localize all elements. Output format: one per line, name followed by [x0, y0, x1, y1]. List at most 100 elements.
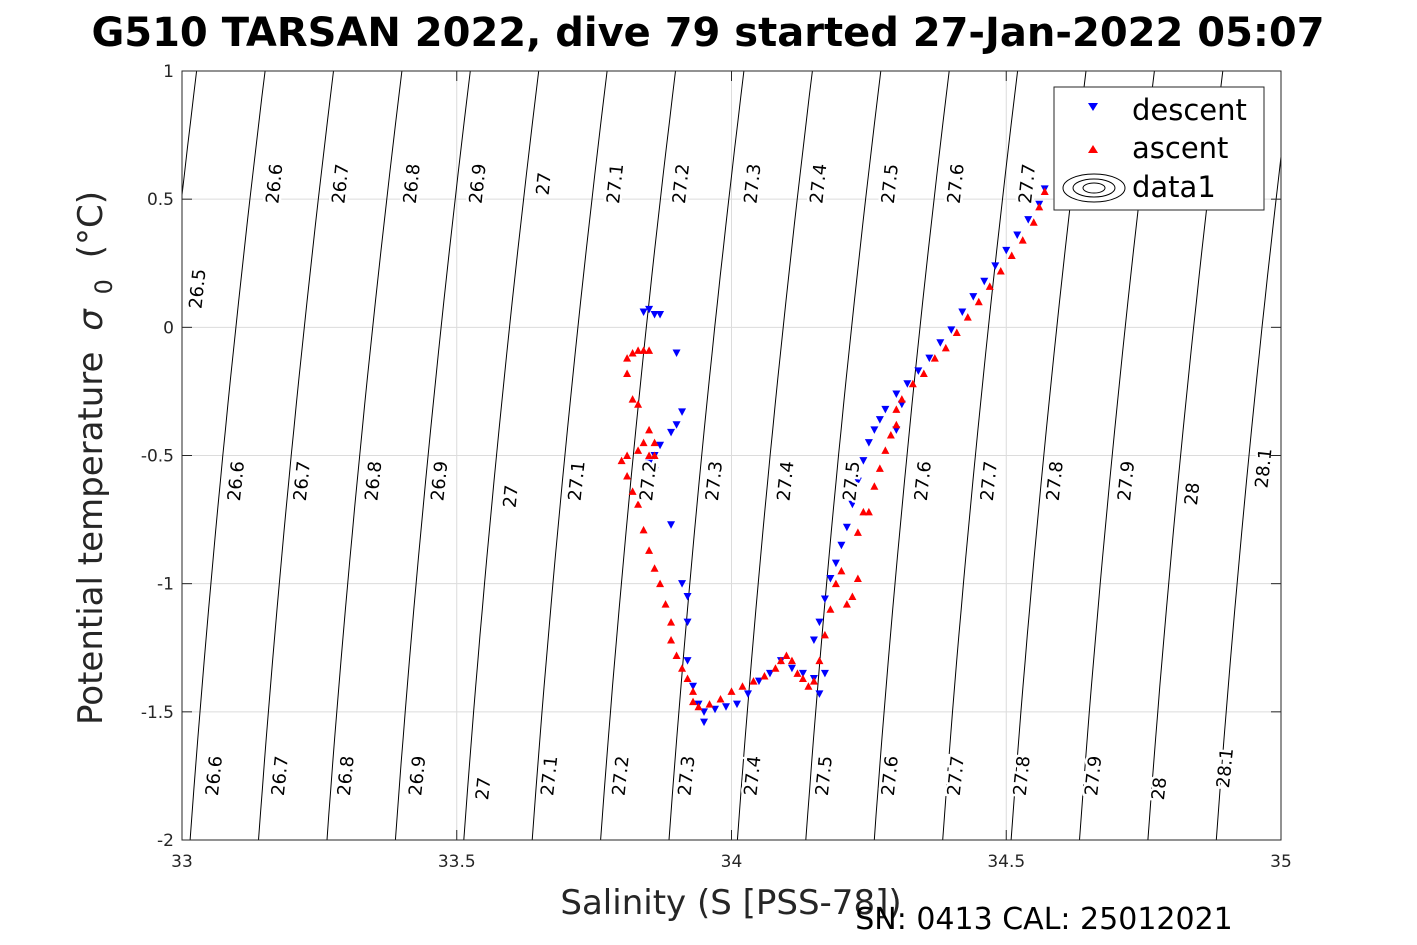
isopycnal-line [394, 71, 471, 840]
data-point-descent [743, 690, 752, 698]
data-point-ascent [837, 566, 846, 575]
data-point-ascent [694, 702, 703, 711]
data-point-ascent [842, 600, 851, 608]
isopycnal-label: 26.9 [427, 460, 452, 502]
data-point-ascent [645, 346, 654, 354]
data-point-descent [689, 682, 698, 691]
isopycnal-line [736, 71, 813, 840]
data-point-descent [650, 311, 659, 319]
isopycnal-label: 26.8 [361, 460, 386, 502]
y-tick-label: 1 [163, 62, 174, 82]
isopycnal-label: 26.6 [262, 163, 287, 205]
isopycnal-label: 27.3 [674, 755, 699, 797]
data-point-descent [787, 664, 796, 673]
serial-calibration-footer: SN: 0413 CAL: 25012021 [855, 902, 1233, 937]
isopycnal-label: 26.7 [328, 163, 353, 205]
isopycnal-label: 28.1 [1213, 747, 1238, 789]
data-point-ascent [853, 574, 862, 583]
chart-title: G510 TARSAN 2022, dive 79 started 27-Jan… [91, 10, 1324, 56]
data-point-descent [947, 326, 956, 334]
data-point-ascent [672, 651, 681, 659]
legend-contour-icon [1062, 173, 1126, 203]
y-tick-label: -2 [157, 831, 174, 851]
data-point-descent [700, 708, 709, 716]
isopycnal-line [189, 71, 266, 840]
data-point-descent [656, 441, 665, 450]
data-point-descent [881, 405, 890, 414]
y-tick-label: -1.5 [141, 703, 174, 723]
data-point-descent [678, 408, 687, 416]
data-point-ascent [809, 677, 818, 685]
data-point-ascent [623, 472, 632, 480]
data-point-descent [969, 293, 978, 301]
data-point-ascent [798, 674, 807, 683]
data-point-ascent [667, 618, 676, 626]
data-point-descent [683, 618, 692, 627]
isopycnal-label: 28 [1181, 481, 1204, 506]
data-point-ascent [623, 354, 632, 362]
data-point-ascent [623, 451, 632, 459]
isopycnal-label: 27.1 [537, 755, 562, 797]
isopycnal-label: 27.2 [669, 163, 694, 205]
isopycnal-label: 27.2 [609, 755, 634, 797]
isopycnal-label: 27.3 [702, 460, 727, 502]
data-point-ascent [1018, 236, 1027, 244]
data-point-descent [842, 523, 851, 532]
legend-descent-marker [1088, 103, 1098, 111]
data-point-ascent [628, 487, 637, 495]
data-point-descent [667, 521, 676, 529]
data-point-descent [815, 618, 824, 627]
isopycnal-label: 27.4 [773, 460, 798, 502]
isopycnal-label: 27.4 [740, 755, 765, 797]
data-point-ascent [689, 697, 698, 706]
data-point-descent [936, 339, 945, 347]
isopycnal-label: 27.7 [944, 755, 969, 797]
isopycnal-label: 27.7 [977, 460, 1002, 502]
density-contours [182, 71, 1281, 840]
series-ascent [617, 187, 1049, 711]
data-point-ascent [815, 656, 824, 665]
data-point-descent [700, 718, 709, 727]
data-point-ascent [782, 651, 791, 659]
data-point-descent [958, 308, 967, 316]
data-point-ascent [787, 656, 796, 665]
data-point-descent [980, 277, 989, 286]
y-tick-label: 0.5 [147, 190, 174, 210]
data-point-descent [820, 669, 829, 678]
data-point-descent [754, 677, 763, 686]
isopycnal-label: 26.9 [405, 755, 430, 797]
isopycnal-label: 27.5 [812, 755, 837, 797]
data-point-descent [798, 669, 807, 678]
legend-descent-label: descent [1132, 93, 1247, 127]
data-point-ascent [892, 405, 901, 413]
y-axis-ticks: -2 -1.5 -1 -0.5 0 0.5 1 [141, 62, 1281, 851]
data-point-ascent [897, 395, 906, 403]
data-point-descent [864, 439, 873, 447]
data-point-ascent [650, 438, 659, 447]
data-point-ascent [985, 282, 994, 290]
data-point-descent [809, 636, 818, 645]
isopycnal-line [326, 71, 403, 840]
data-point-ascent [826, 605, 835, 613]
data-point-ascent [645, 546, 654, 554]
data-point-ascent [634, 500, 643, 508]
data-point-ascent [870, 482, 879, 490]
legend-data1-label: data1 [1132, 170, 1216, 204]
legend: descent ascent data1 [1053, 86, 1265, 211]
isopycnal-label: 26.7 [268, 755, 293, 797]
data-point-ascent [859, 507, 868, 516]
data-point-ascent [820, 630, 829, 639]
data-point-ascent [678, 664, 687, 672]
data-point-descent [732, 700, 741, 709]
data-point-descent [870, 426, 879, 434]
data-point-ascent [952, 328, 961, 336]
data-point-ascent [848, 592, 857, 600]
data-point-descent [711, 705, 720, 714]
data-point-ascent [650, 451, 659, 459]
x-tick-label: 33 [171, 852, 193, 872]
isopycnal-label: 27.1 [565, 460, 590, 502]
isopycnal-label: 28.1 [1251, 447, 1276, 489]
data-point-ascent [875, 464, 884, 472]
data-point-ascent [919, 369, 928, 377]
